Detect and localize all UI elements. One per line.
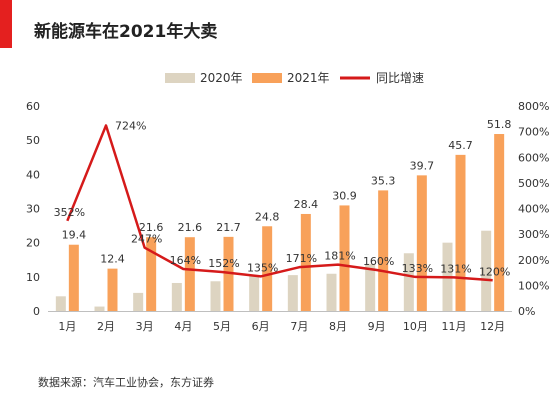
y-left-tick-label: 10 (26, 271, 40, 284)
growth-rate-label: 152% (208, 257, 239, 270)
y-right-tick-label: 100% (518, 279, 549, 292)
y-left-tick-label: 50 (26, 134, 40, 147)
y-left-tick-label: 40 (26, 168, 40, 181)
x-tick-label: 3月 (136, 320, 154, 333)
y-right-tick-label: 800% (518, 100, 549, 113)
y-right-tick-label: 400% (518, 203, 549, 216)
growth-rate-label: 160% (363, 255, 394, 268)
legend-label-growth: 同比增速 (376, 71, 424, 85)
growth-rate-label: 120% (479, 265, 510, 278)
growth-rate-label: 133% (402, 262, 433, 275)
bar-2021-value-label: 21.7 (216, 221, 241, 234)
bar-2021 (107, 268, 118, 311)
legend-label-2020: 2020年 (200, 71, 243, 85)
bar-2021 (339, 205, 350, 311)
growth-rate-label: 131% (440, 262, 471, 275)
bar-2021-value-label: 24.8 (255, 210, 280, 223)
x-tick-label: 8月 (329, 320, 347, 333)
y-left-tick-label: 30 (26, 203, 40, 216)
bar-2021 (494, 134, 505, 311)
title-accent-bar (0, 0, 12, 48)
bar-2020 (55, 296, 66, 311)
bar-2020 (210, 281, 221, 311)
x-tick-label: 5月 (213, 320, 231, 333)
bar-2020 (481, 230, 492, 311)
growth-rate-label: 247% (131, 233, 162, 246)
bar-2021-value-label: 35.3 (371, 174, 396, 187)
bar-2020 (403, 253, 414, 311)
growth-rate-label: 135% (247, 261, 278, 274)
x-tick-label: 11月 (442, 320, 467, 333)
x-tick-label: 10月 (403, 320, 428, 333)
growth-rate-label: 352% (54, 206, 85, 219)
legend-swatch-2020 (165, 73, 195, 83)
x-tick-label: 2月 (97, 320, 115, 333)
bar-2021 (262, 226, 273, 311)
bar-2021-value-label: 39.7 (410, 159, 435, 172)
y-right-tick-label: 200% (518, 254, 549, 267)
y-right-tick-label: 700% (518, 126, 549, 139)
y-right-tick-label: 0% (518, 305, 535, 318)
x-tick-label: 4月 (174, 320, 192, 333)
bar-2021-value-label: 21.6 (178, 221, 203, 234)
x-tick-label: 9月 (368, 320, 386, 333)
bar-2021-value-label: 28.4 (294, 198, 319, 211)
growth-rate-line (66, 124, 493, 282)
bar-2021-value-label: 21.6 (139, 221, 164, 234)
growth-rate-label: 171% (286, 252, 317, 265)
bar-2021 (378, 190, 389, 311)
bar-2021-value-label: 12.4 (100, 253, 125, 266)
bar-2020 (326, 273, 337, 311)
growth-rate-label: 724% (115, 119, 146, 132)
growth-rate-label: 164% (170, 254, 201, 267)
bar-2020 (365, 263, 376, 311)
bar-2020 (133, 292, 144, 311)
bar-2021-value-label: 19.4 (62, 229, 87, 242)
y-right-tick-label: 300% (518, 228, 549, 241)
bar-2020 (287, 275, 298, 311)
bar-2021 (455, 154, 466, 311)
growth-rate-label: 181% (324, 250, 355, 263)
bar-2020 (249, 275, 260, 311)
bar-2021 (184, 237, 195, 311)
legend-swatch-2021 (252, 73, 282, 83)
y-left-tick-label: 20 (26, 237, 40, 250)
x-tick-label: 6月 (252, 320, 270, 333)
y-right-tick-label: 500% (518, 177, 549, 190)
data-source-note: 数据来源：汽车工业协会，东方证券 (38, 376, 214, 389)
x-tick-label: 12月 (480, 320, 505, 333)
y-left-tick-label: 60 (26, 100, 40, 113)
bar-2021-value-label: 51.8 (487, 118, 512, 131)
bar-2021 (68, 244, 79, 311)
chart-title: 新能源车在2021年大卖 (34, 22, 218, 42)
y-right-tick-label: 600% (518, 151, 549, 164)
bar-2021 (146, 237, 157, 311)
x-tick-label: 7月 (290, 320, 308, 333)
y-left-tick-label: 0 (33, 305, 40, 318)
bar-2021 (300, 213, 311, 311)
bar-2020 (94, 306, 105, 311)
bar-2021-value-label: 45.7 (448, 139, 473, 152)
bar-2020 (171, 282, 182, 311)
bar-2021-value-label: 30.9 (332, 189, 357, 202)
x-tick-label: 1月 (58, 320, 76, 333)
bar-2021 (416, 175, 427, 311)
legend-label-2021: 2021年 (287, 71, 330, 85)
